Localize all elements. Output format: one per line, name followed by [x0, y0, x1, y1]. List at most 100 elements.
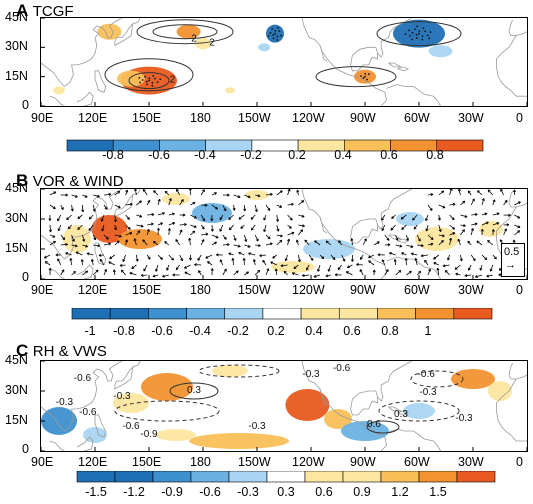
wind-vector	[492, 229, 494, 236]
wind-vector	[88, 224, 94, 231]
coastline	[516, 374, 527, 380]
wind-vector	[481, 198, 485, 206]
wind-arrowhead	[342, 258, 346, 262]
panel-c-name: RH & VWS	[32, 343, 107, 360]
wind-arrowhead	[104, 269, 108, 272]
wind-arrowhead	[441, 190, 445, 194]
wind-arrowhead	[474, 212, 478, 217]
wind-vector	[438, 224, 442, 232]
wind-arrowhead	[504, 199, 508, 203]
contour-label: 0.3	[187, 385, 201, 396]
wind-vector	[514, 214, 521, 219]
wind-arrowhead	[376, 241, 380, 245]
wind-vector	[514, 230, 520, 236]
wind-arrowhead	[77, 226, 81, 230]
wind-arrowhead	[108, 242, 112, 246]
wind-vector	[477, 190, 483, 196]
wind-arrowhead	[109, 256, 113, 260]
wind-vector	[157, 222, 163, 226]
wind-vector	[101, 214, 105, 222]
coastline	[76, 264, 94, 279]
wind-vector	[103, 243, 111, 246]
wind-vector	[157, 228, 159, 236]
wind-arrowhead	[279, 205, 283, 208]
panel-c: C RH & VWS -0.6 -0.3 -0.6 -0.6 -0.3 0.3 -0.3 -0…	[0, 340, 533, 504]
colorbar-swatch	[224, 308, 264, 320]
anomaly-shade	[258, 43, 271, 52]
colorbar-swatch	[418, 471, 458, 483]
significance-dot	[360, 75, 362, 77]
colorbar-swatch	[186, 308, 226, 320]
panel-a: A TCGF 2 2 2 45N 30N 15N 0 90E 120E 150E 1…	[0, 0, 533, 166]
wind-vector	[481, 221, 489, 226]
anomaly-shade	[324, 409, 352, 429]
colorbar-swatch	[415, 308, 455, 320]
wind-vector	[49, 191, 57, 196]
wind-vector	[179, 223, 187, 226]
wind-vector	[259, 254, 267, 257]
wind-vector	[298, 200, 304, 206]
wind-vector	[265, 193, 273, 196]
coastline	[319, 388, 328, 406]
coastline	[386, 428, 441, 451]
anomaly-shade	[285, 389, 330, 421]
wind-arrowhead	[193, 215, 197, 219]
y-tick-label: 15N	[5, 413, 28, 427]
wind-arrowhead	[112, 269, 116, 273]
colorbar-swatch	[114, 471, 154, 483]
colorbar-label: -0.4	[189, 324, 211, 338]
wind-arrowhead	[418, 270, 422, 274]
wind-arrowhead	[291, 202, 294, 206]
wind-arrowhead	[205, 255, 209, 259]
wind-arrowhead	[275, 219, 280, 222]
wind-vector	[152, 240, 159, 246]
wind-vector	[481, 254, 488, 260]
wind-arrowhead	[157, 198, 161, 202]
wind-vector	[415, 258, 418, 266]
wind-vector	[391, 214, 396, 219]
wind-arrowhead	[345, 271, 349, 274]
wind-arrowhead	[404, 258, 408, 261]
wind-vector	[486, 274, 493, 277]
contour-label: -0.6	[333, 363, 351, 374]
wind-vector	[103, 193, 111, 196]
wind-arrowhead	[517, 215, 521, 219]
wind-vector	[401, 252, 407, 256]
significance-dot	[416, 37, 418, 40]
coastline	[516, 31, 527, 36]
colorbar-label: 0.4	[305, 324, 323, 338]
wind-vector	[276, 234, 283, 237]
wind-arrowhead	[52, 234, 56, 238]
wind-vector	[125, 189, 128, 196]
wind-vector	[250, 214, 256, 220]
colorbar-swatch	[304, 471, 344, 483]
wind-vector	[77, 214, 83, 219]
wind-vector	[458, 189, 461, 196]
wind-vector	[406, 234, 409, 241]
wind-arrowhead	[214, 192, 217, 195]
wind-vector	[244, 271, 249, 276]
wind-vector	[136, 254, 138, 262]
wind-arrowhead	[223, 268, 227, 272]
wind-vector	[460, 200, 466, 206]
wind-arrowhead	[372, 269, 376, 273]
wind-vector	[244, 194, 251, 198]
wind-arrowhead	[400, 216, 404, 220]
contour-solid	[366, 420, 400, 434]
wind-arrowhead	[188, 189, 192, 191]
wind-vector	[200, 189, 205, 196]
wind-arrowhead	[267, 236, 271, 240]
wind-arrowhead	[269, 242, 273, 246]
wind-vector	[470, 228, 474, 236]
wind-vector	[60, 243, 68, 246]
wind-vector	[82, 244, 88, 248]
coastline	[49, 440, 65, 451]
wind-vector	[270, 261, 277, 266]
wind-arrowhead	[235, 270, 239, 274]
wind-arrowhead	[484, 212, 488, 216]
wind-vector	[75, 251, 83, 256]
significance-dot	[146, 83, 148, 86]
x-tick-label: 60W	[404, 111, 430, 125]
wind-arrowhead	[219, 217, 223, 221]
wind-arrowhead	[188, 237, 192, 241]
